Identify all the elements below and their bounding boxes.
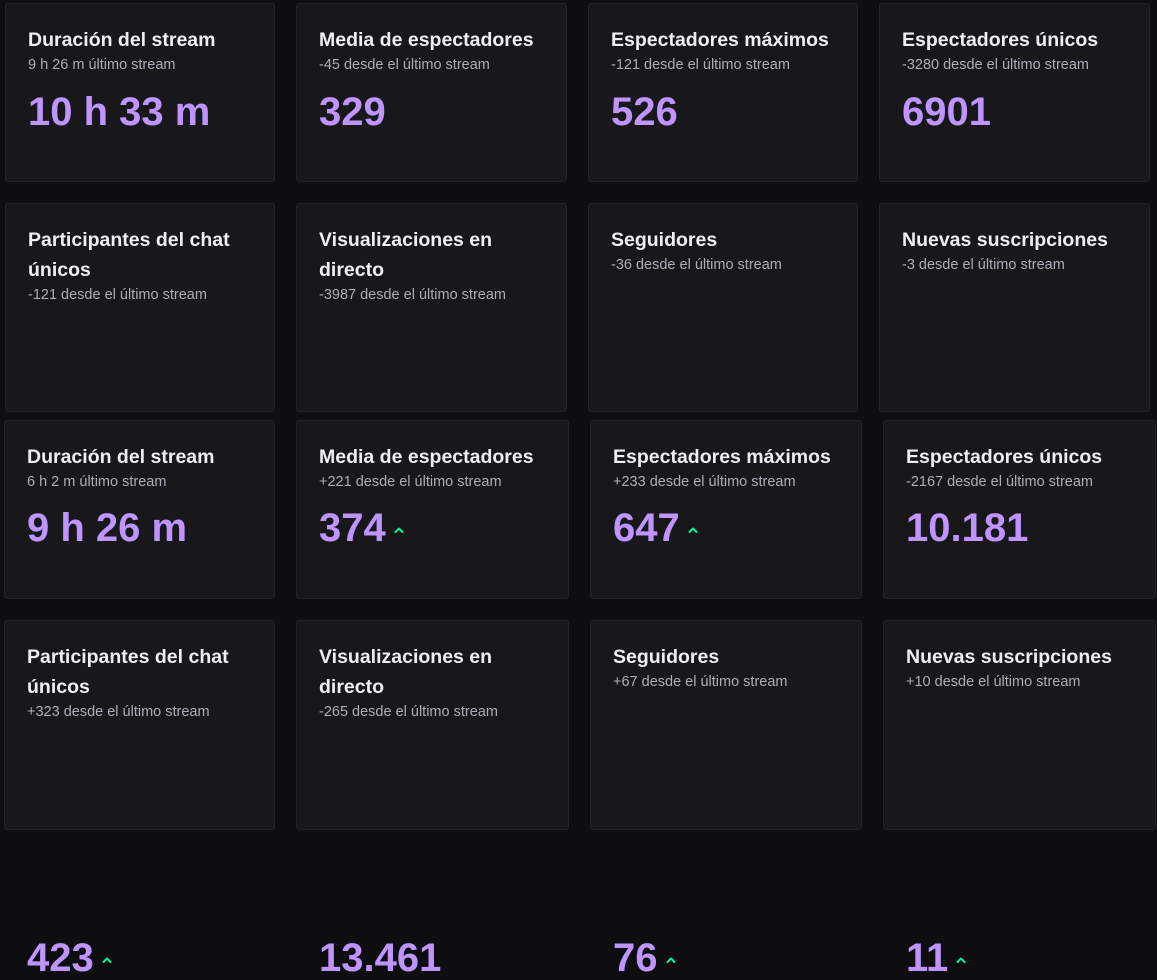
stat-comparison: -121 desde el último stream <box>28 287 207 303</box>
stat-title: Visualizaciones en directo <box>319 229 493 281</box>
stat-value: 10 h 33 m <box>28 90 210 134</box>
trend-up-icon <box>102 930 112 963</box>
stat-value: 329 <box>319 90 386 134</box>
stat-title: Seguidores <box>613 646 720 668</box>
stat-card-duracion-del-stream[interactable]: Duración del stream 6 h 2 m último stream… <box>4 420 275 599</box>
stat-card-espectadores-maximos[interactable]: Espectadores máximos +233 desde el último… <box>590 420 862 599</box>
stat-value: 11 <box>906 936 966 980</box>
stat-comparison: +233 desde el último stream <box>613 474 796 490</box>
stat-comparison: -3280 desde el último stream <box>902 57 1089 73</box>
stat-title: Duración del stream <box>28 29 216 51</box>
stat-value: 6901 <box>902 90 991 134</box>
stat-card-visualizaciones-en-directo[interactable]: Visualizaciones en directo -265 desde el … <box>296 620 569 980</box>
stat-comparison: +67 desde el último stream <box>613 674 788 690</box>
stat-value: 10.181 <box>906 506 1028 550</box>
stat-card-visualizaciones-en-directo[interactable]: Visualizaciones en directo -3987 desde el… <box>296 203 567 564</box>
stat-title: Seguidores <box>611 229 718 251</box>
stat-comparison: +10 desde el último stream <box>906 674 1081 690</box>
stat-title: Participantes del chat únicos <box>28 229 230 281</box>
stat-value-text: 329 <box>319 90 386 134</box>
stat-card-seguidores[interactable]: Seguidores +67 desde el último stream 76 <box>590 620 862 980</box>
trend-up-icon <box>956 930 966 963</box>
stat-value-text: 374 <box>319 506 386 550</box>
stat-card-espectadores-maximos[interactable]: Espectadores máximos -121 desde el último… <box>588 3 858 182</box>
stat-value-text: 9 h 26 m <box>27 506 188 550</box>
stat-title: Nuevas suscripciones <box>906 646 1112 668</box>
stat-title: Duración del stream <box>27 446 215 468</box>
stat-comparison: 9 h 26 m último stream <box>28 57 176 73</box>
stat-comparison: 6 h 2 m último stream <box>27 474 167 490</box>
stat-comparison: -3987 desde el último stream <box>319 287 506 303</box>
stat-title: Espectadores únicos <box>906 446 1103 468</box>
stat-card-espectadores-unicos[interactable]: Espectadores únicos -2167 desde el último… <box>883 420 1156 599</box>
stat-value-text: 526 <box>611 90 678 134</box>
stat-value-text: 13.461 <box>319 936 442 980</box>
stat-comparison: +323 desde el último stream <box>27 704 210 720</box>
stat-value-text: 647 <box>613 506 680 550</box>
stat-title: Espectadores máximos <box>613 446 831 468</box>
stat-card-participantes-del-chat-unicos[interactable]: Participantes del chat únicos -121 desde … <box>5 203 275 564</box>
stat-value: 9 h 26 m <box>27 506 187 550</box>
stat-comparison: -265 desde el último stream <box>319 704 498 720</box>
stat-title: Participantes del chat únicos <box>27 646 229 698</box>
stat-value: 423 <box>27 936 112 980</box>
stat-title: Visualizaciones en directo <box>319 646 493 698</box>
stat-comparison: -3 desde el último stream <box>902 257 1065 273</box>
stat-value: 374 <box>319 506 404 550</box>
stat-title: Espectadores máximos <box>611 29 829 51</box>
stat-value-text: 423 <box>27 936 94 980</box>
trend-up-icon <box>666 930 676 963</box>
stat-comparison: -45 desde el último stream <box>319 57 490 73</box>
trend-up-icon <box>394 500 404 533</box>
stat-comparison: -36 desde el último stream <box>611 257 782 273</box>
stat-value-text: 11 <box>906 936 949 980</box>
stat-value-text: 10.181 <box>906 506 1029 550</box>
stat-title: Espectadores únicos <box>902 29 1099 51</box>
stat-value: 13.461 <box>319 936 441 980</box>
stat-comparison: -121 desde el último stream <box>611 57 790 73</box>
stat-card-duracion-del-stream[interactable]: Duración del stream 9 h 26 m último strea… <box>5 3 275 182</box>
stat-title: Nuevas suscripciones <box>902 229 1108 251</box>
stat-card-nuevas-suscripciones[interactable]: Nuevas suscripciones +10 desde el último … <box>883 620 1156 980</box>
stat-comparison: -2167 desde el último stream <box>906 474 1093 490</box>
stat-title: Media de espectadores <box>319 29 534 51</box>
stat-card-media-de-espectadores[interactable]: Media de espectadores +221 desde el últim… <box>296 420 569 599</box>
trend-up-icon <box>688 500 698 533</box>
stat-comparison: +221 desde el último stream <box>319 474 502 490</box>
stat-card-espectadores-unicos[interactable]: Espectadores únicos -3280 desde el último… <box>879 3 1150 182</box>
stat-value: 526 <box>611 90 678 134</box>
stat-title: Media de espectadores <box>319 446 534 468</box>
stat-value: 76 <box>613 936 676 980</box>
stat-card-seguidores[interactable]: Seguidores-36 desde el último stream40 <box>588 203 858 564</box>
stat-card-nuevas-suscripciones[interactable]: Nuevas suscripciones -3 desde el último s… <box>879 203 1150 564</box>
stat-value-text: 10 h 33 m <box>28 90 211 134</box>
stat-value-text: 6901 <box>902 90 991 134</box>
stat-card-media-de-espectadores[interactable]: Media de espectadores -45 desde el último… <box>296 3 567 182</box>
stat-value-text: 76 <box>613 936 658 980</box>
stat-card-participantes-del-chat-unicos[interactable]: Participantes del chat únicos +323 desde … <box>4 620 275 980</box>
stat-value: 647 <box>613 506 698 550</box>
